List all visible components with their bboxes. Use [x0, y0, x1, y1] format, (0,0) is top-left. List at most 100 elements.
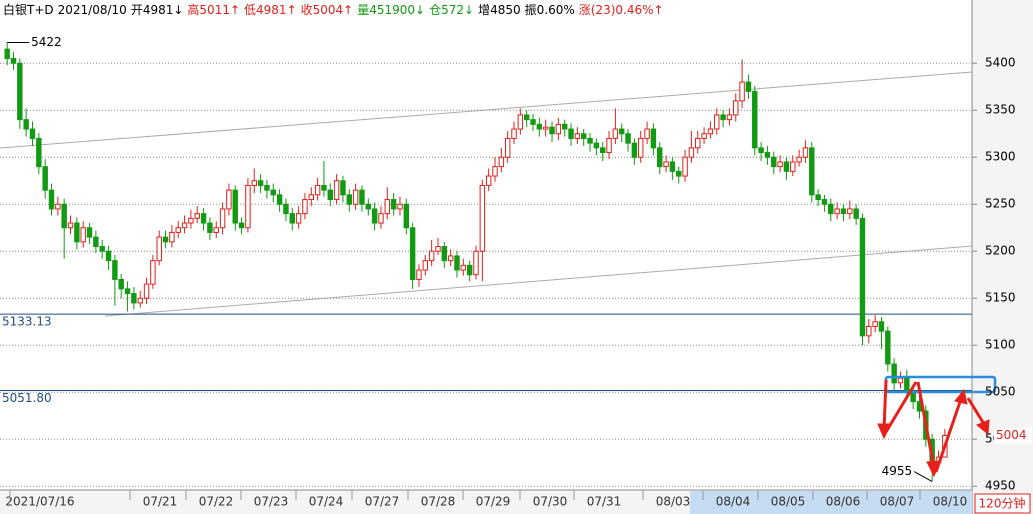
candle-body — [777, 161, 783, 168]
candle-body — [80, 227, 86, 243]
y-tick-label: 5250 — [985, 197, 1016, 211]
candle-body — [536, 123, 543, 130]
candle-body — [359, 189, 365, 205]
candle-body — [365, 203, 372, 210]
candle-body — [67, 222, 74, 229]
annotation-arrows — [877, 379, 990, 478]
candle-body — [752, 90, 758, 149]
candle-body — [93, 236, 99, 248]
candle-body — [580, 133, 587, 139]
candle-body — [283, 203, 289, 215]
candle-body — [682, 156, 688, 177]
candle-body — [479, 184, 486, 252]
candle-body — [74, 222, 80, 243]
candle-body — [720, 114, 726, 121]
candle-body — [17, 62, 23, 121]
x-tick-label: 08/06 — [826, 495, 861, 509]
header: 白银T+D 2021/08/10 开4981↓ 高5011↑ 低4981↑ 收5004↑ 量… — [3, 2, 664, 17]
candle-body — [663, 161, 669, 168]
x-tick-label: 08/07 — [880, 495, 915, 509]
candle-body — [530, 119, 536, 125]
candle-body — [891, 363, 897, 384]
candle-body — [859, 217, 866, 337]
candle-body — [36, 137, 42, 168]
y-tick-label: 5400 — [985, 56, 1016, 70]
candle-body — [327, 189, 333, 201]
candle-body — [213, 227, 219, 233]
y-tick-label: 5100 — [985, 338, 1016, 352]
candle-body — [105, 250, 112, 262]
candle-body — [29, 128, 36, 139]
candle-body — [878, 321, 885, 332]
candle-body — [23, 119, 29, 130]
candle-body — [644, 128, 650, 139]
y-tick-label: 5050 — [985, 385, 1016, 399]
candle-body — [270, 189, 276, 196]
candle-body — [802, 147, 809, 158]
candle-body — [815, 194, 821, 201]
candle-body — [333, 180, 340, 201]
x-tick-label: 07/22 — [199, 495, 234, 509]
y-tick-label: 5200 — [985, 244, 1016, 258]
period: 120分钟 — [979, 496, 1026, 511]
candle-body — [701, 133, 707, 139]
candle-body — [460, 264, 467, 271]
period-box — [974, 493, 1031, 514]
x-tick-label: 07/21 — [143, 495, 178, 509]
candle-body — [55, 203, 61, 210]
reference-label: 5133.13 — [2, 315, 52, 329]
candle-body — [276, 194, 283, 205]
candle-body — [346, 194, 353, 205]
candle-body — [308, 194, 314, 201]
x-tick-label: 07/27 — [365, 495, 400, 509]
candle-body — [99, 246, 105, 252]
x-tick-label: 08/10 — [933, 495, 968, 509]
candle-body — [295, 213, 302, 224]
candle-body — [771, 156, 777, 168]
x-tick-label: 08/04 — [716, 495, 751, 509]
candle-body — [821, 199, 828, 205]
candle-body — [764, 152, 771, 158]
candle-body — [840, 208, 847, 215]
y-tick-label: 5150 — [985, 291, 1016, 305]
candle-body — [473, 250, 479, 276]
header-item: 涨(23)0.46%↑ — [579, 2, 664, 17]
candle-body — [4, 48, 10, 60]
candle-body — [897, 377, 904, 384]
candle-body — [384, 199, 391, 215]
candle-body — [112, 260, 118, 280]
candle-body — [910, 391, 916, 403]
candle-body — [904, 377, 910, 393]
candle-body — [447, 255, 454, 262]
candle-body — [853, 208, 859, 219]
candle-body — [783, 161, 790, 172]
last-price-box — [994, 427, 1032, 444]
last-label: 5004 — [996, 428, 1027, 442]
candle-body — [422, 260, 429, 271]
candle-body — [657, 147, 663, 168]
header-item: 振0.60% — [525, 3, 575, 17]
header-item: 量451900↓ — [357, 3, 425, 17]
y-tick-label: 4950 — [985, 479, 1016, 493]
candle-body — [872, 321, 878, 327]
x-tick-label: 07/23 — [254, 495, 289, 509]
candle-body — [714, 114, 720, 130]
x-tick-label: 08/03 — [656, 495, 691, 509]
candle-body — [131, 293, 137, 304]
candle-body — [403, 203, 410, 229]
candle-body — [175, 227, 181, 233]
candle-body — [162, 236, 169, 243]
candle-body — [371, 208, 378, 224]
x-tick-label: 07/30 — [533, 495, 568, 509]
candle-body — [834, 208, 840, 215]
candle-body — [137, 297, 143, 304]
candle-body — [150, 260, 156, 285]
candle-body — [352, 189, 359, 205]
header-item: 低4981↑ — [244, 3, 297, 17]
x-tick-label: 07/31 — [587, 495, 622, 509]
candle-body — [124, 288, 131, 295]
candle-body — [492, 166, 498, 177]
high-label: 5422 — [31, 35, 62, 49]
candle-body — [561, 123, 568, 130]
